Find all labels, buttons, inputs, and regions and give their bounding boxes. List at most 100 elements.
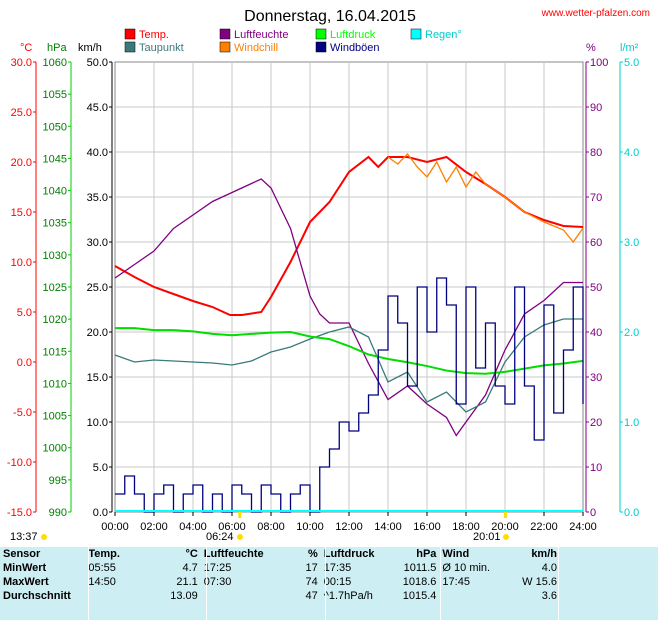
- temp-time: 05:55: [88, 562, 116, 574]
- x-tick-label: 04:00: [179, 521, 207, 533]
- temp-tick-label: 20.0: [11, 157, 32, 169]
- header-humidity-unit: %: [307, 548, 318, 560]
- axes: 30.0 25.0 20.0 15.0 10.0 5.0 0.0 -5.0 -10.0 -15.0…: [7, 57, 639, 519]
- wind-tick-label: 45.0: [87, 102, 108, 114]
- pressure-tick-label: 1000: [43, 443, 67, 455]
- legend-label: Taupunkt: [139, 42, 184, 54]
- humidity-tick-label: 10: [590, 462, 602, 474]
- pressure-tick-label: 1060: [43, 57, 67, 69]
- header-pressure-unit: hPa: [416, 548, 437, 560]
- pressure-tick-label: 1025: [43, 282, 67, 294]
- pressure-tick-label: 1020: [43, 314, 67, 326]
- wind-tick-label: 15.0: [87, 372, 108, 384]
- sun-markers: 13:37 06:24 20:01: [10, 512, 509, 543]
- humidity-time: 17:25: [203, 562, 232, 574]
- legend-swatch: [315, 28, 327, 40]
- x-tick-labels: 00:00 02:00 04:00 06:00 08:00 10:00 12:00 14:00…: [101, 512, 597, 533]
- pressure-time: 00:15: [323, 576, 352, 588]
- pressure-tick-label: 1045: [43, 153, 67, 165]
- temp-tick-label: 25.0: [11, 107, 32, 119]
- rain-tick-label: 1.0: [624, 417, 639, 429]
- wind-value: W 15.6: [522, 576, 557, 588]
- wind-value: 3.6: [541, 590, 557, 602]
- header-sensor: Sensor: [3, 548, 41, 560]
- x-tick-label: 12:00: [335, 521, 363, 533]
- grid: [114, 61, 584, 513]
- series: [114, 153, 584, 513]
- temp-value: 21.1: [176, 576, 198, 588]
- legend-swatch: [315, 41, 327, 53]
- humidity-value: 47: [305, 590, 318, 602]
- pressure-tick-label: 1030: [43, 250, 67, 262]
- legend-label: Temp.: [139, 29, 169, 41]
- wind-tick-label: 25.0: [87, 282, 108, 294]
- chart-title: Donnerstag, 16.04.2015: [244, 8, 416, 25]
- wind-tick-label: 5.0: [93, 462, 108, 474]
- header-wind: Wind: [442, 548, 470, 560]
- x-tick-label: 14:00: [374, 521, 402, 533]
- rain-tick-label: 2.0: [624, 327, 639, 339]
- series-windchill: [387, 153, 584, 244]
- pressure-tick-label: 1035: [43, 218, 67, 230]
- x-tick-label: 20:00: [491, 521, 519, 533]
- pressure-tick-label: 1040: [43, 186, 67, 198]
- site-link[interactable]: www.wetter-pfalzen.com: [541, 8, 650, 19]
- humidity-time: 07:30: [203, 576, 232, 588]
- temp-time: 14:50: [88, 576, 116, 588]
- humidity-tick-label: 70: [590, 192, 602, 204]
- x-tick-label: 08:00: [257, 521, 285, 533]
- sunrise-time: 06:24: [206, 531, 234, 543]
- pressure-time: 17:35: [323, 562, 352, 574]
- unit-pressure: hPa: [47, 42, 67, 54]
- legend-swatch: [219, 28, 231, 40]
- x-tick-label: 16:00: [413, 521, 441, 533]
- legend-label: Regen°: [425, 29, 462, 41]
- pressure-time: ^1.7hPa/h: [323, 590, 373, 602]
- pressure-tick-label: 1055: [43, 89, 67, 101]
- header-temp-unit: °C: [185, 548, 198, 560]
- humidity-value: 17: [305, 562, 318, 574]
- pressure-tick-label: 1010: [43, 378, 67, 390]
- wind-tick-label: 30.0: [87, 237, 108, 249]
- wind-time: 17:45: [442, 576, 470, 588]
- humidity-tick-label: 100: [590, 57, 608, 69]
- legend-swatch: [410, 28, 422, 40]
- stats-row: Durchschnitt 13.09 47 ^1.7hPa/h 1015.4 3.6: [0, 589, 560, 603]
- temp-tick-label: 0.0: [17, 357, 32, 369]
- pressure-value: 1015.4: [402, 590, 437, 602]
- wind-value: 4.0: [541, 562, 557, 574]
- humidity-tick-label: 50: [590, 282, 602, 294]
- x-tick-label: 02:00: [140, 521, 168, 533]
- legend-swatch: [124, 28, 136, 40]
- legend-label: Luftfeuchte: [234, 29, 288, 41]
- sunset-time: 20:01: [473, 531, 501, 543]
- sunset-icon: [503, 534, 509, 540]
- wind-tick-label: 0.0: [93, 507, 108, 519]
- legend-swatch: [124, 41, 136, 53]
- wind-time: [439, 589, 504, 603]
- rain-tick-label: 4.0: [624, 147, 639, 159]
- pressure-tick-label: 1005: [43, 411, 67, 423]
- temp-tick-label: 5.0: [17, 307, 32, 319]
- wind-time: Ø 10 min.: [442, 562, 491, 574]
- temp-time: [85, 589, 140, 603]
- row-label: MinWert: [3, 562, 47, 574]
- legend-swatch: [219, 41, 231, 53]
- stats-row: MinWert 05:55 4.7 17:25 17 17:35 1011.5 Ø 10 mi…: [0, 561, 560, 575]
- temp-tick-label: 15.0: [11, 207, 32, 219]
- sunshine-duration: 13:37: [10, 531, 38, 543]
- header-pressure: Luftdruck: [323, 548, 375, 560]
- pressure-tick-label: 995: [49, 475, 67, 487]
- header-wind-unit: km/h: [531, 548, 557, 560]
- rain-tick-label: 5.0: [624, 57, 639, 69]
- unit-rain: l/m²: [620, 42, 639, 54]
- header-temp: Temp.: [88, 548, 120, 560]
- wind-tick-label: 10.0: [87, 417, 108, 429]
- humidity-time: [201, 589, 276, 603]
- rain-tick-label: 3.0: [624, 237, 639, 249]
- wind-tick-label: 50.0: [87, 57, 108, 69]
- wind-tick-label: 35.0: [87, 192, 108, 204]
- sun-icon: [41, 534, 47, 540]
- unit-humidity: %: [586, 42, 596, 54]
- humidity-tick-label: 40: [590, 327, 602, 339]
